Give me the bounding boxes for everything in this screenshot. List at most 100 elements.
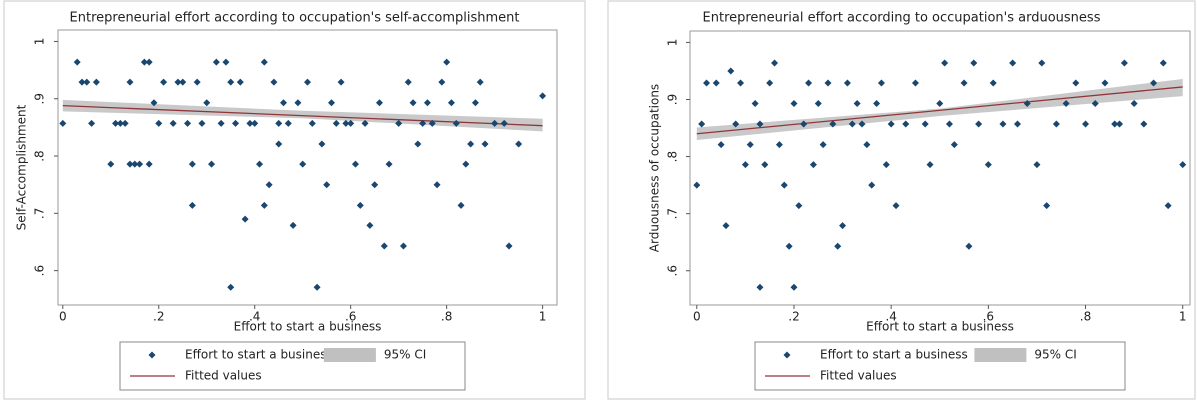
y-tick-label: .9 bbox=[666, 94, 680, 105]
plot-area bbox=[689, 30, 1191, 306]
y-tick-label: .6 bbox=[33, 265, 47, 276]
scatter-point bbox=[824, 79, 832, 87]
scatter-point bbox=[347, 119, 355, 127]
scatter-point bbox=[251, 119, 259, 127]
scatter-point bbox=[471, 99, 479, 107]
scatter-point bbox=[150, 99, 158, 107]
scatter-point bbox=[732, 120, 740, 128]
x-tick-label: 0 bbox=[59, 310, 67, 324]
scatter-point bbox=[208, 160, 216, 168]
y-tick-label: .8 bbox=[33, 150, 47, 161]
scatter-point bbox=[92, 78, 100, 86]
scatter-point bbox=[423, 99, 431, 107]
scatter-point bbox=[809, 161, 817, 169]
scatter-point bbox=[761, 161, 769, 169]
scatter-point bbox=[399, 242, 407, 250]
scatter-point bbox=[366, 221, 374, 229]
x-tick-label: .6 bbox=[345, 310, 356, 324]
scatter-point bbox=[260, 58, 268, 66]
scatter-point bbox=[294, 99, 302, 107]
legend-swatch bbox=[974, 348, 1027, 362]
chart-title: Entrepreneurial effort according to occu… bbox=[70, 11, 520, 26]
scatter-point bbox=[212, 58, 220, 66]
scatter-point bbox=[107, 160, 115, 168]
scatter-point bbox=[1101, 79, 1109, 87]
scatter-point bbox=[131, 160, 139, 168]
y-axis-label: Self-Accomplishment bbox=[15, 104, 29, 230]
scatter-point bbox=[275, 140, 283, 148]
scatter-point bbox=[1014, 120, 1022, 128]
scatter-point bbox=[741, 161, 749, 169]
x-tick-label: 0 bbox=[693, 310, 701, 324]
scatter-point bbox=[126, 78, 134, 86]
scatter-point bbox=[155, 119, 163, 127]
scatter-point bbox=[304, 78, 311, 86]
scatter-point bbox=[829, 120, 837, 128]
scatter-point bbox=[308, 119, 316, 127]
scatter-point bbox=[795, 202, 803, 210]
scatter-point bbox=[174, 78, 182, 86]
ci-band bbox=[696, 78, 1183, 141]
scatter-point bbox=[717, 141, 725, 149]
scatter-point bbox=[73, 58, 81, 66]
scatter-point bbox=[950, 141, 958, 149]
scatter-point bbox=[727, 67, 735, 75]
scatter-point bbox=[203, 99, 211, 107]
legend-marker bbox=[783, 351, 791, 359]
scatter-point bbox=[452, 119, 460, 127]
scatter-point bbox=[356, 201, 364, 209]
scatter-point bbox=[438, 78, 446, 86]
legend-marker bbox=[148, 351, 156, 359]
x-tick-label: .6 bbox=[983, 310, 994, 324]
scatter-point bbox=[280, 99, 288, 107]
chart-panel: Entrepreneurial effort according to occu… bbox=[3, 0, 586, 400]
scatter-point bbox=[467, 140, 475, 148]
plot-area bbox=[57, 29, 558, 306]
x-tick-label: .8 bbox=[441, 310, 452, 324]
fitted-line bbox=[62, 104, 543, 127]
scatter-point bbox=[877, 79, 885, 87]
scatter-point bbox=[361, 119, 369, 127]
scatter-point bbox=[327, 99, 335, 107]
scatter-point bbox=[217, 119, 225, 127]
scatter-point bbox=[443, 58, 451, 66]
scatter-point bbox=[1023, 99, 1031, 107]
scatter-point bbox=[433, 181, 441, 189]
scatter-point bbox=[313, 283, 321, 291]
scatter-point bbox=[999, 120, 1007, 128]
x-tick-label: 1 bbox=[1179, 310, 1187, 324]
scatter-point bbox=[232, 119, 240, 127]
scatter-point bbox=[751, 99, 759, 107]
scatter-point bbox=[337, 78, 345, 86]
scatter-point bbox=[960, 79, 968, 87]
scatter-point bbox=[1116, 120, 1124, 128]
scatter-point bbox=[1009, 59, 1017, 67]
scatter-point bbox=[882, 161, 890, 169]
scatter-point bbox=[447, 99, 455, 107]
scatter-point bbox=[887, 120, 895, 128]
y-axis-label: Arduousness of occupations bbox=[648, 84, 662, 252]
scatter-point bbox=[737, 79, 745, 87]
legend-label: 95% CI bbox=[384, 348, 426, 362]
scatter-point bbox=[771, 59, 779, 67]
y-tick-label: 1 bbox=[33, 38, 47, 46]
scatter-point bbox=[712, 79, 720, 87]
y-tick-label: .7 bbox=[33, 208, 47, 219]
scatter-point bbox=[1130, 99, 1138, 107]
scatter-point bbox=[785, 242, 793, 250]
scatter-point bbox=[116, 119, 124, 127]
scatter-point bbox=[975, 120, 983, 128]
scatter-point bbox=[351, 160, 359, 168]
scatter-point bbox=[260, 201, 268, 209]
y-tick-label: .6 bbox=[666, 265, 680, 276]
scatter-point bbox=[169, 119, 177, 127]
scatter-point bbox=[385, 160, 393, 168]
scatter-point bbox=[989, 79, 997, 87]
x-tick-label: .8 bbox=[1080, 310, 1091, 324]
scatter-point bbox=[814, 99, 822, 107]
scatter-point bbox=[236, 78, 244, 86]
y-tick-label: .9 bbox=[33, 93, 47, 104]
scatter-point bbox=[395, 119, 403, 127]
scatter-point bbox=[145, 160, 153, 168]
